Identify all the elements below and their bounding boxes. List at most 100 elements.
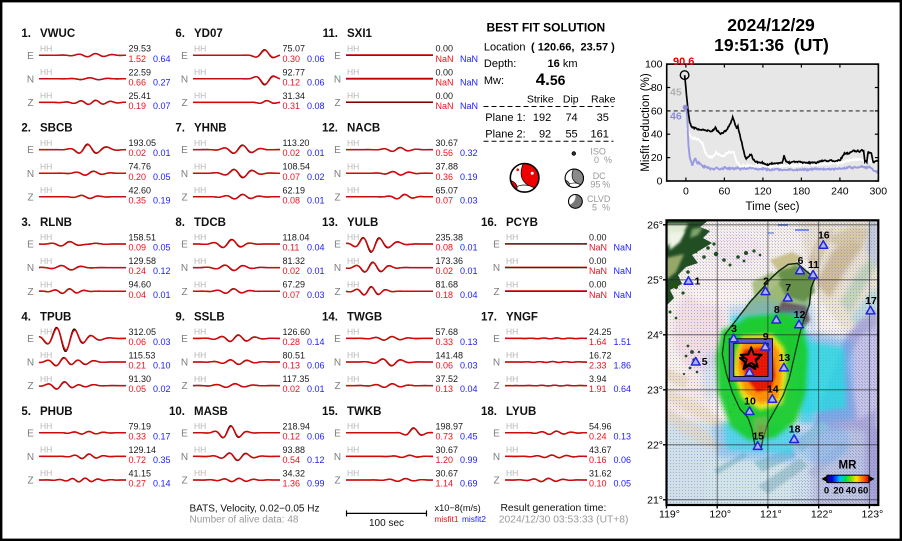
svg-text:16.72: 16.72 [589,351,612,361]
svg-text:0.07: 0.07 [436,195,454,205]
svg-text:40: 40 [846,486,857,497]
svg-text:NaN: NaN [436,77,454,87]
svg-text:81.68: 81.68 [436,280,459,290]
svg-text:3: 3 [731,323,737,335]
svg-text:HH: HH [194,279,206,289]
svg-text:E: E [334,145,341,156]
svg-text:60: 60 [651,105,663,117]
svg-text:E: E [181,428,188,439]
svg-text:0.66: 0.66 [129,77,147,87]
svg-text:0.45: 0.45 [460,431,478,441]
svg-text:7: 7 [785,282,791,294]
svg-text:0.03: 0.03 [153,337,171,347]
svg-text:0.21: 0.21 [129,361,147,371]
svg-text:HH: HH [506,232,518,242]
svg-text:22.59: 22.59 [129,67,152,77]
svg-text:0.01: 0.01 [307,148,325,158]
svg-text:0.73: 0.73 [436,431,454,441]
svg-text:126.60: 126.60 [283,327,311,337]
svg-text:4.: 4. [21,311,31,323]
svg-text:0.12: 0.12 [283,431,301,441]
svg-text:67.29: 67.29 [283,280,306,290]
svg-text:CLVD: CLVD [587,194,611,204]
svg-text:0.06: 0.06 [307,431,325,441]
svg-text:Z: Z [334,287,340,298]
svg-text:YHNB: YHNB [194,123,227,135]
svg-text:0.01: 0.01 [460,243,478,253]
svg-text:0.64: 0.64 [153,54,171,64]
svg-text:Number of alive data: 48: Number of alive data: 48 [190,515,299,526]
svg-text:0.01: 0.01 [307,384,325,394]
svg-text:E: E [334,240,341,251]
svg-text:16: 16 [548,58,560,70]
svg-text:E: E [181,334,188,345]
svg-text:0.00: 0.00 [589,233,607,243]
svg-text:N: N [334,452,341,463]
svg-text:HH: HH [506,256,518,266]
svg-text:0.27: 0.27 [129,479,147,489]
svg-text:TWKB: TWKB [347,406,382,418]
svg-text:0.35: 0.35 [153,455,171,465]
svg-text:0.72: 0.72 [129,455,147,465]
svg-text:1.: 1. [21,28,31,40]
svg-text:E: E [181,145,188,156]
svg-text:N: N [181,452,188,463]
svg-text:0.05: 0.05 [153,243,171,253]
svg-text:41.15: 41.15 [129,469,152,479]
svg-text:23°: 23° [647,384,663,396]
svg-text:Z: Z [334,98,340,109]
svg-text:0.13: 0.13 [283,361,301,371]
svg-text:0.06: 0.06 [307,54,325,64]
svg-text:0.13: 0.13 [460,337,478,347]
svg-text:HH: HH [347,43,359,53]
svg-text:92.77: 92.77 [283,67,306,77]
svg-text:1.20: 1.20 [436,455,454,465]
svg-text:0.08: 0.08 [307,101,325,111]
svg-text:100 sec: 100 sec [369,518,404,529]
svg-text:20: 20 [651,152,663,164]
svg-text:15.: 15. [322,406,338,418]
svg-text:Z: Z [181,98,187,109]
svg-text:0.35: 0.35 [129,195,147,205]
svg-text:9.: 9. [175,311,185,323]
svg-text:0.02: 0.02 [129,148,147,158]
svg-text:HH: HH [347,374,359,384]
svg-text:26°: 26° [647,219,663,231]
svg-text:Z: Z [181,381,187,392]
svg-text:2024/12/30 03:53:33 (UT+8): 2024/12/30 03:53:33 (UT+8) [499,514,629,525]
svg-text:3.94: 3.94 [589,374,607,384]
svg-text:HH: HH [506,374,518,384]
svg-text:Dip: Dip [563,94,579,106]
svg-text:30.67: 30.67 [436,469,459,479]
svg-text:92: 92 [539,128,551,140]
svg-text:0.64: 0.64 [614,384,632,394]
svg-text:0.12: 0.12 [307,455,325,465]
svg-text:HH: HH [194,374,206,384]
svg-text:misfit1: misfit1 [435,514,459,524]
svg-text:30.67: 30.67 [436,138,459,148]
svg-text:9: 9 [763,331,769,343]
svg-text:0.24: 0.24 [589,431,607,441]
svg-text:NaN: NaN [614,290,632,300]
svg-text:158.51: 158.51 [129,233,157,243]
svg-text:129.58: 129.58 [129,256,157,266]
svg-text:HH: HH [194,350,206,360]
svg-text:HH: HH [347,279,359,289]
svg-text:16: 16 [818,229,830,241]
svg-text:NaN: NaN [436,54,454,64]
svg-text:6.: 6. [175,28,185,40]
svg-text:0.07: 0.07 [283,290,301,300]
svg-text:HH: HH [347,256,359,266]
svg-text:14: 14 [767,383,779,395]
svg-text:75.07: 75.07 [283,44,306,54]
svg-text:19:51:36 (UT): 19:51:36 (UT) [714,35,829,55]
svg-text:HH: HH [40,374,52,384]
svg-text:0: 0 [683,186,689,198]
svg-text:HH: HH [506,445,518,455]
svg-text:HH: HH [40,43,52,53]
svg-text:HH: HH [194,232,206,242]
svg-text:E: E [334,51,341,62]
svg-text:VWUC: VWUC [40,28,75,40]
svg-text:0.30: 0.30 [283,54,301,64]
svg-text:E: E [27,428,34,439]
